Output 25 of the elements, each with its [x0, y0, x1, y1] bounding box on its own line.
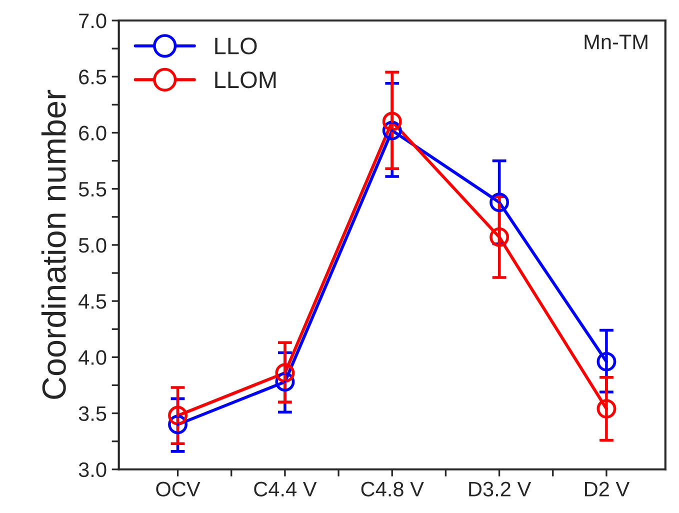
point — [168, 406, 188, 426]
annotation: Mn-TM — [584, 34, 648, 50]
legend-label: LLOM — [215, 71, 276, 88]
y-axis-title: Coordination number — [41, 90, 66, 399]
y-tick-label: 7.0 — [79, 14, 106, 28]
point — [275, 363, 295, 383]
x-tick-label: D3.2 V — [469, 482, 532, 497]
point — [596, 352, 616, 372]
y-tick-label: 3.0 — [78, 462, 106, 478]
point — [490, 192, 510, 212]
y-tick-label: 3.5 — [78, 406, 106, 422]
y-tick-label: 5.0 — [78, 238, 106, 253]
y-tick-label: 5.5 — [78, 182, 106, 197]
x-tick-label: OCV — [156, 482, 200, 497]
point — [168, 414, 188, 434]
y-tick-label: 4.5 — [78, 294, 106, 309]
x-tick-label: C4.4 V — [254, 482, 317, 497]
y-tick-label: 6.0 — [79, 126, 106, 140]
point — [596, 399, 616, 419]
y-tick-label: 4.0 — [78, 350, 106, 365]
y-tick-label: 6.5 — [79, 70, 106, 84]
point — [382, 112, 402, 132]
x-tick-label: C4.8 V — [361, 482, 424, 497]
legend-label: LLO — [215, 38, 257, 54]
x-tick-label: D2 V — [585, 482, 630, 496]
